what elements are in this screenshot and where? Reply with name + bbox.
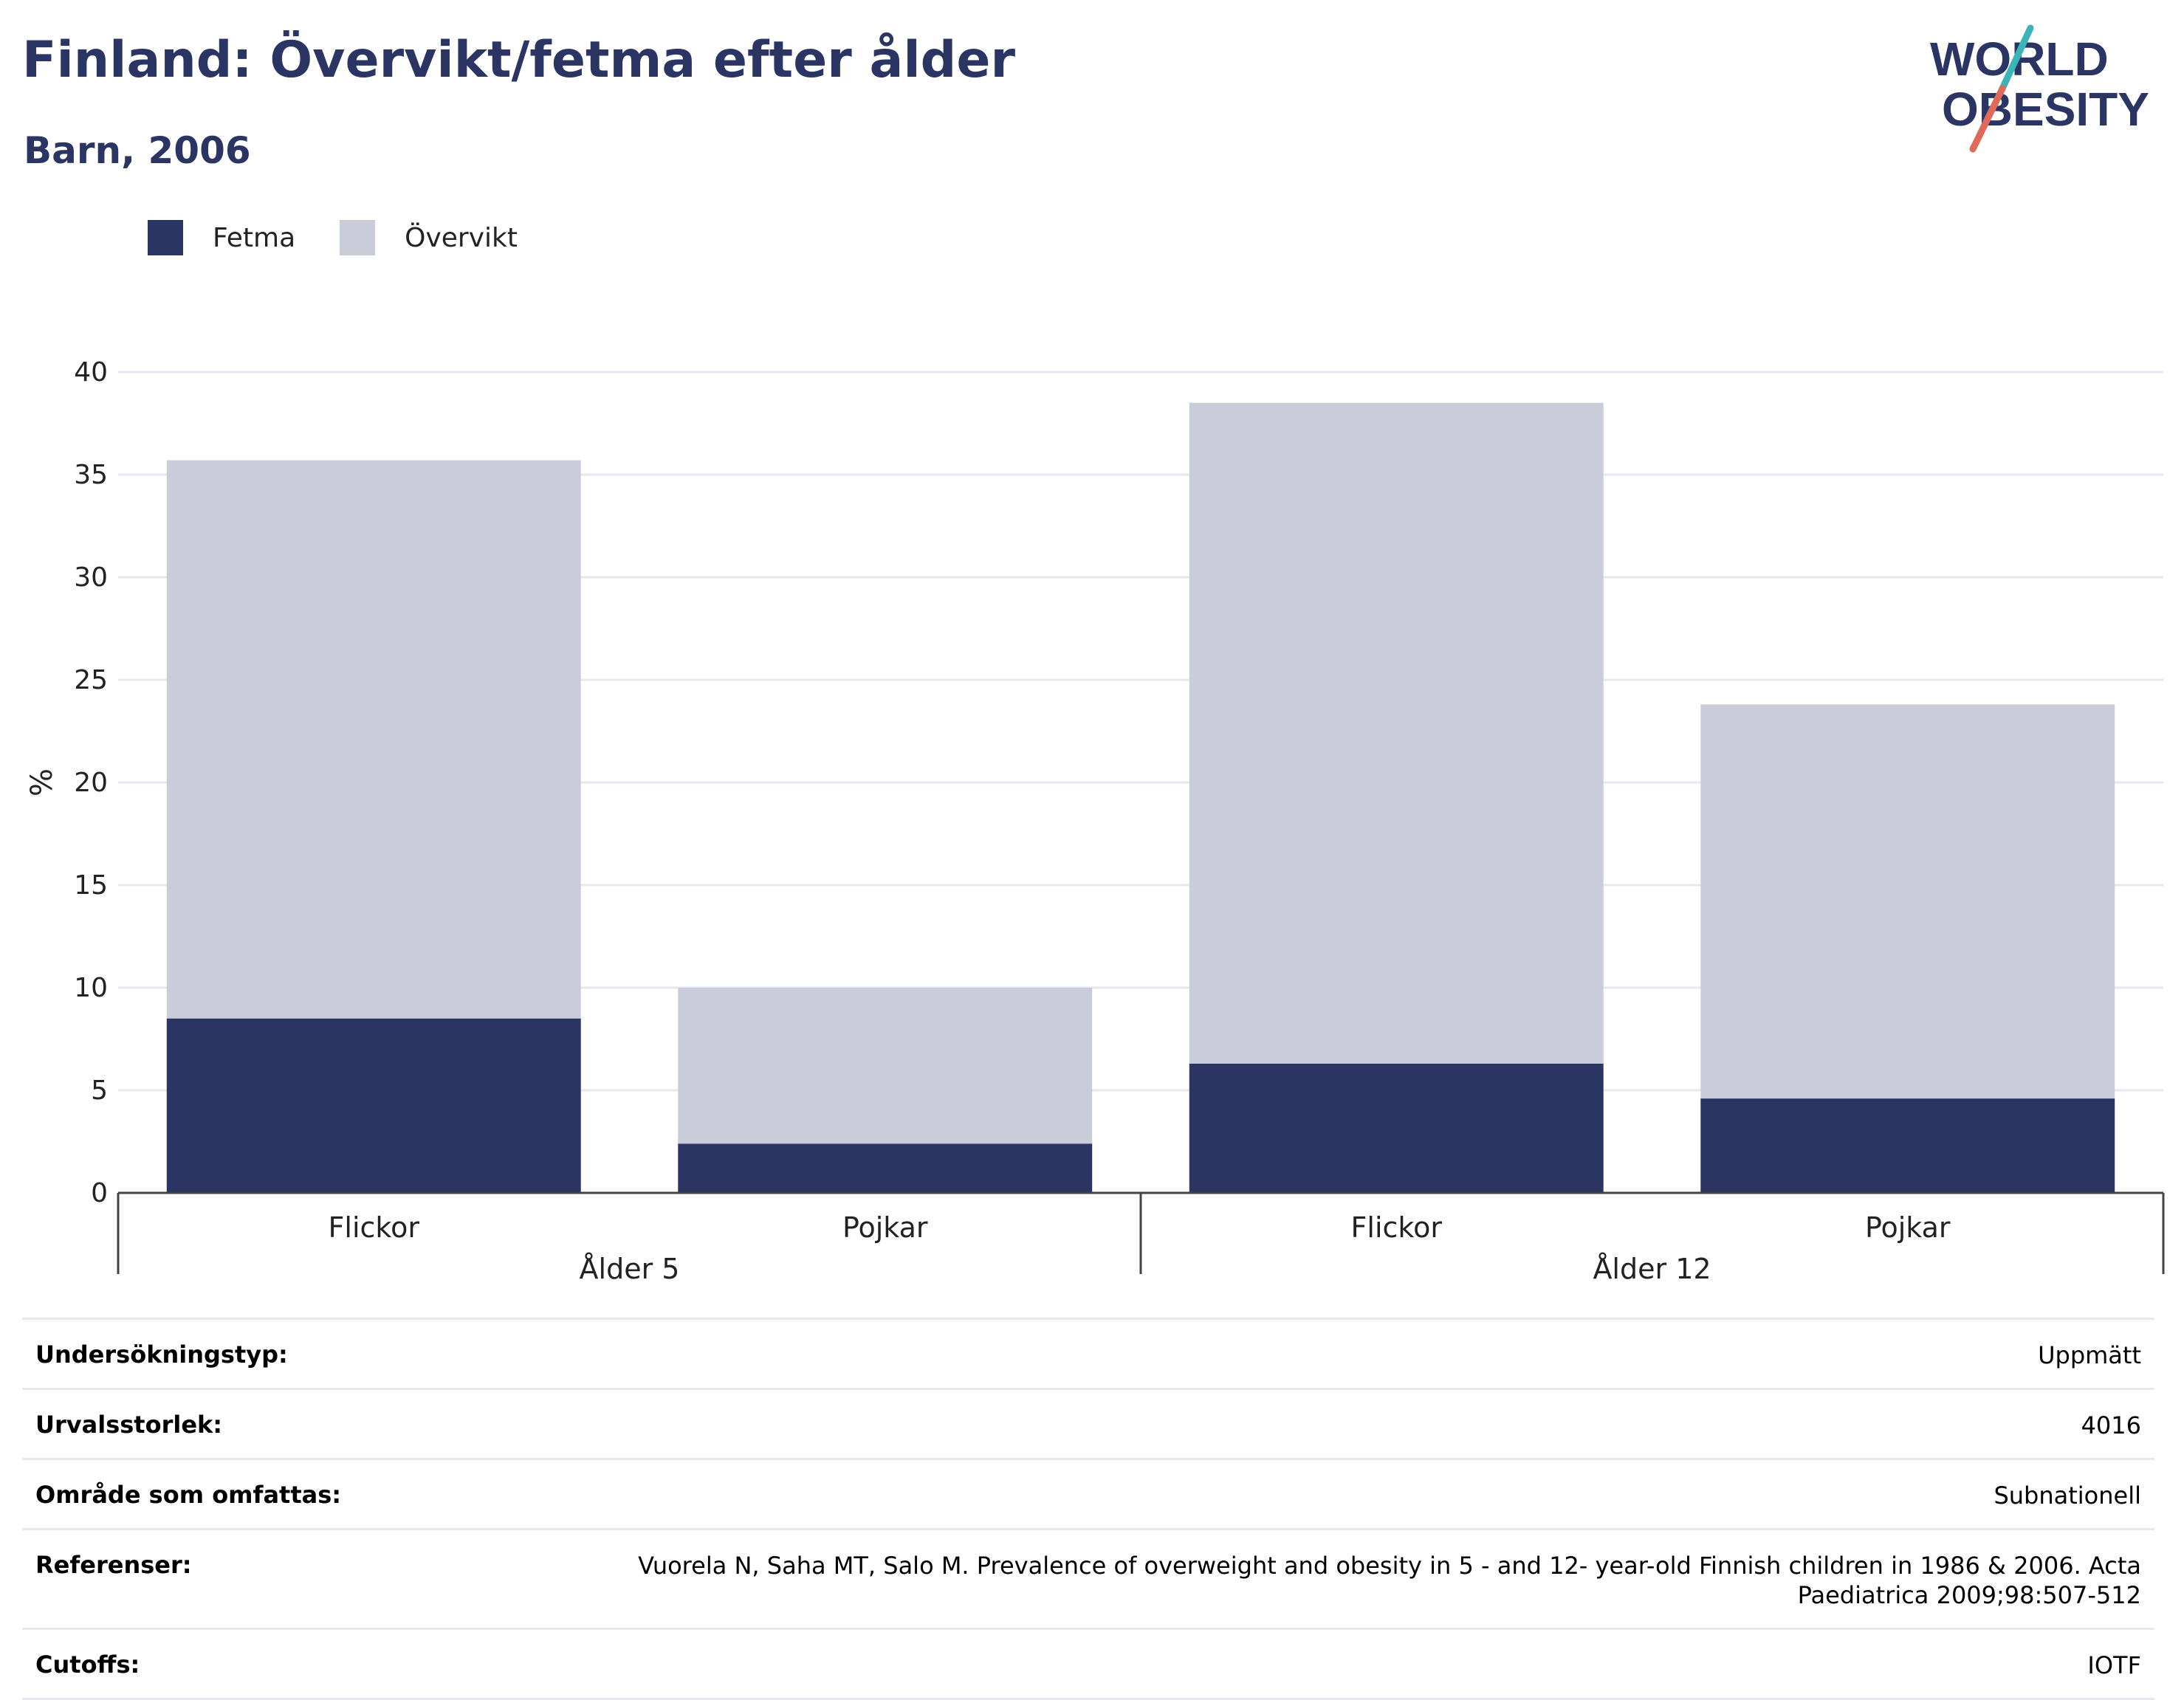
legend-label-fetma: Fetma xyxy=(213,222,296,253)
info-row-survey-type: Undersökningstyp: Uppmätt xyxy=(22,1318,2154,1388)
info-value: IOTF xyxy=(2087,1651,2141,1679)
y-tick-label: 15 xyxy=(74,870,108,901)
y-tick-label: 0 xyxy=(91,1178,108,1208)
info-value: Uppmätt xyxy=(2038,1341,2141,1369)
y-tick-label: 5 xyxy=(91,1076,108,1106)
bar-overvikt xyxy=(1189,402,1604,1064)
info-table: Undersökningstyp: Uppmätt Urvalsstorlek:… xyxy=(22,1318,2154,1700)
world-obesity-logo: WORLD OBESITY xyxy=(1930,24,2149,153)
logo-slash-teal xyxy=(1999,24,2034,92)
y-tick-label: 30 xyxy=(74,562,108,593)
y-tick-label: 20 xyxy=(74,768,108,798)
bar-fetma xyxy=(1700,1098,2115,1193)
legend-swatch-overvikt xyxy=(340,220,376,255)
chart-title: Finland: Övervikt/fetma efter ålder xyxy=(22,31,1015,89)
chart-subtitle: Barn, 2006 xyxy=(24,129,251,172)
info-row-sample-size: Urvalsstorlek: 4016 xyxy=(22,1388,2154,1458)
legend-item-fetma[interactable]: Fetma xyxy=(148,220,295,255)
logo-slash-red xyxy=(1969,85,2006,153)
info-value: Vuorela N, Saha MT, Salo M. Prevalence o… xyxy=(638,1552,2141,1609)
bar-fetma xyxy=(678,1143,1093,1193)
x-group-label: Ålder 5 xyxy=(580,1253,680,1285)
x-category-label: Pojkar xyxy=(842,1211,928,1244)
x-category-label: Pojkar xyxy=(1865,1211,1951,1244)
x-category-label: Flickor xyxy=(329,1211,420,1244)
bar-fetma xyxy=(166,1018,581,1193)
chart-legend: Fetma Övervikt xyxy=(148,220,562,255)
info-label: Område som omfattas: xyxy=(35,1481,342,1509)
legend-label-overvikt: Övervikt xyxy=(405,222,518,253)
y-axis-label: % xyxy=(25,768,59,796)
y-tick-label: 40 xyxy=(74,357,108,388)
legend-swatch-fetma xyxy=(148,220,183,255)
stacked-bar-chart: 0 5 10 15 20 25 30 35 40% Flickor Pojkar Flickor Poj… xyxy=(25,357,2165,1285)
info-row-coverage: Område som omfattas: Subnationell xyxy=(22,1458,2154,1528)
bar-overvikt xyxy=(166,460,581,1019)
x-category-label: Flickor xyxy=(1351,1211,1443,1244)
bar-overvikt xyxy=(1700,704,2115,1099)
bar-fetma xyxy=(1189,1063,1604,1193)
info-value: 4016 xyxy=(2081,1411,2141,1439)
y-tick-label: 25 xyxy=(74,665,108,695)
info-label: Referenser: xyxy=(35,1551,192,1579)
info-label: Undersökningstyp: xyxy=(35,1341,288,1369)
x-group-label: Ålder 12 xyxy=(1593,1253,1711,1285)
y-tick-label: 10 xyxy=(74,973,108,1003)
info-value: Subnationell xyxy=(1994,1482,2141,1510)
info-row-cutoffs: Cutoffs: IOTF xyxy=(22,1628,2154,1700)
info-label: Cutoffs: xyxy=(35,1651,140,1679)
legend-item-overvikt[interactable]: Övervikt xyxy=(340,220,518,255)
y-tick-label: 35 xyxy=(74,460,108,490)
bar-overvikt xyxy=(678,988,1093,1144)
info-row-references: Referenser: Vuorela N, Saha MT, Salo M. … xyxy=(22,1528,2154,1628)
logo-line2: OBESITY xyxy=(1942,83,2149,136)
info-label: Urvalsstorlek: xyxy=(35,1411,223,1439)
